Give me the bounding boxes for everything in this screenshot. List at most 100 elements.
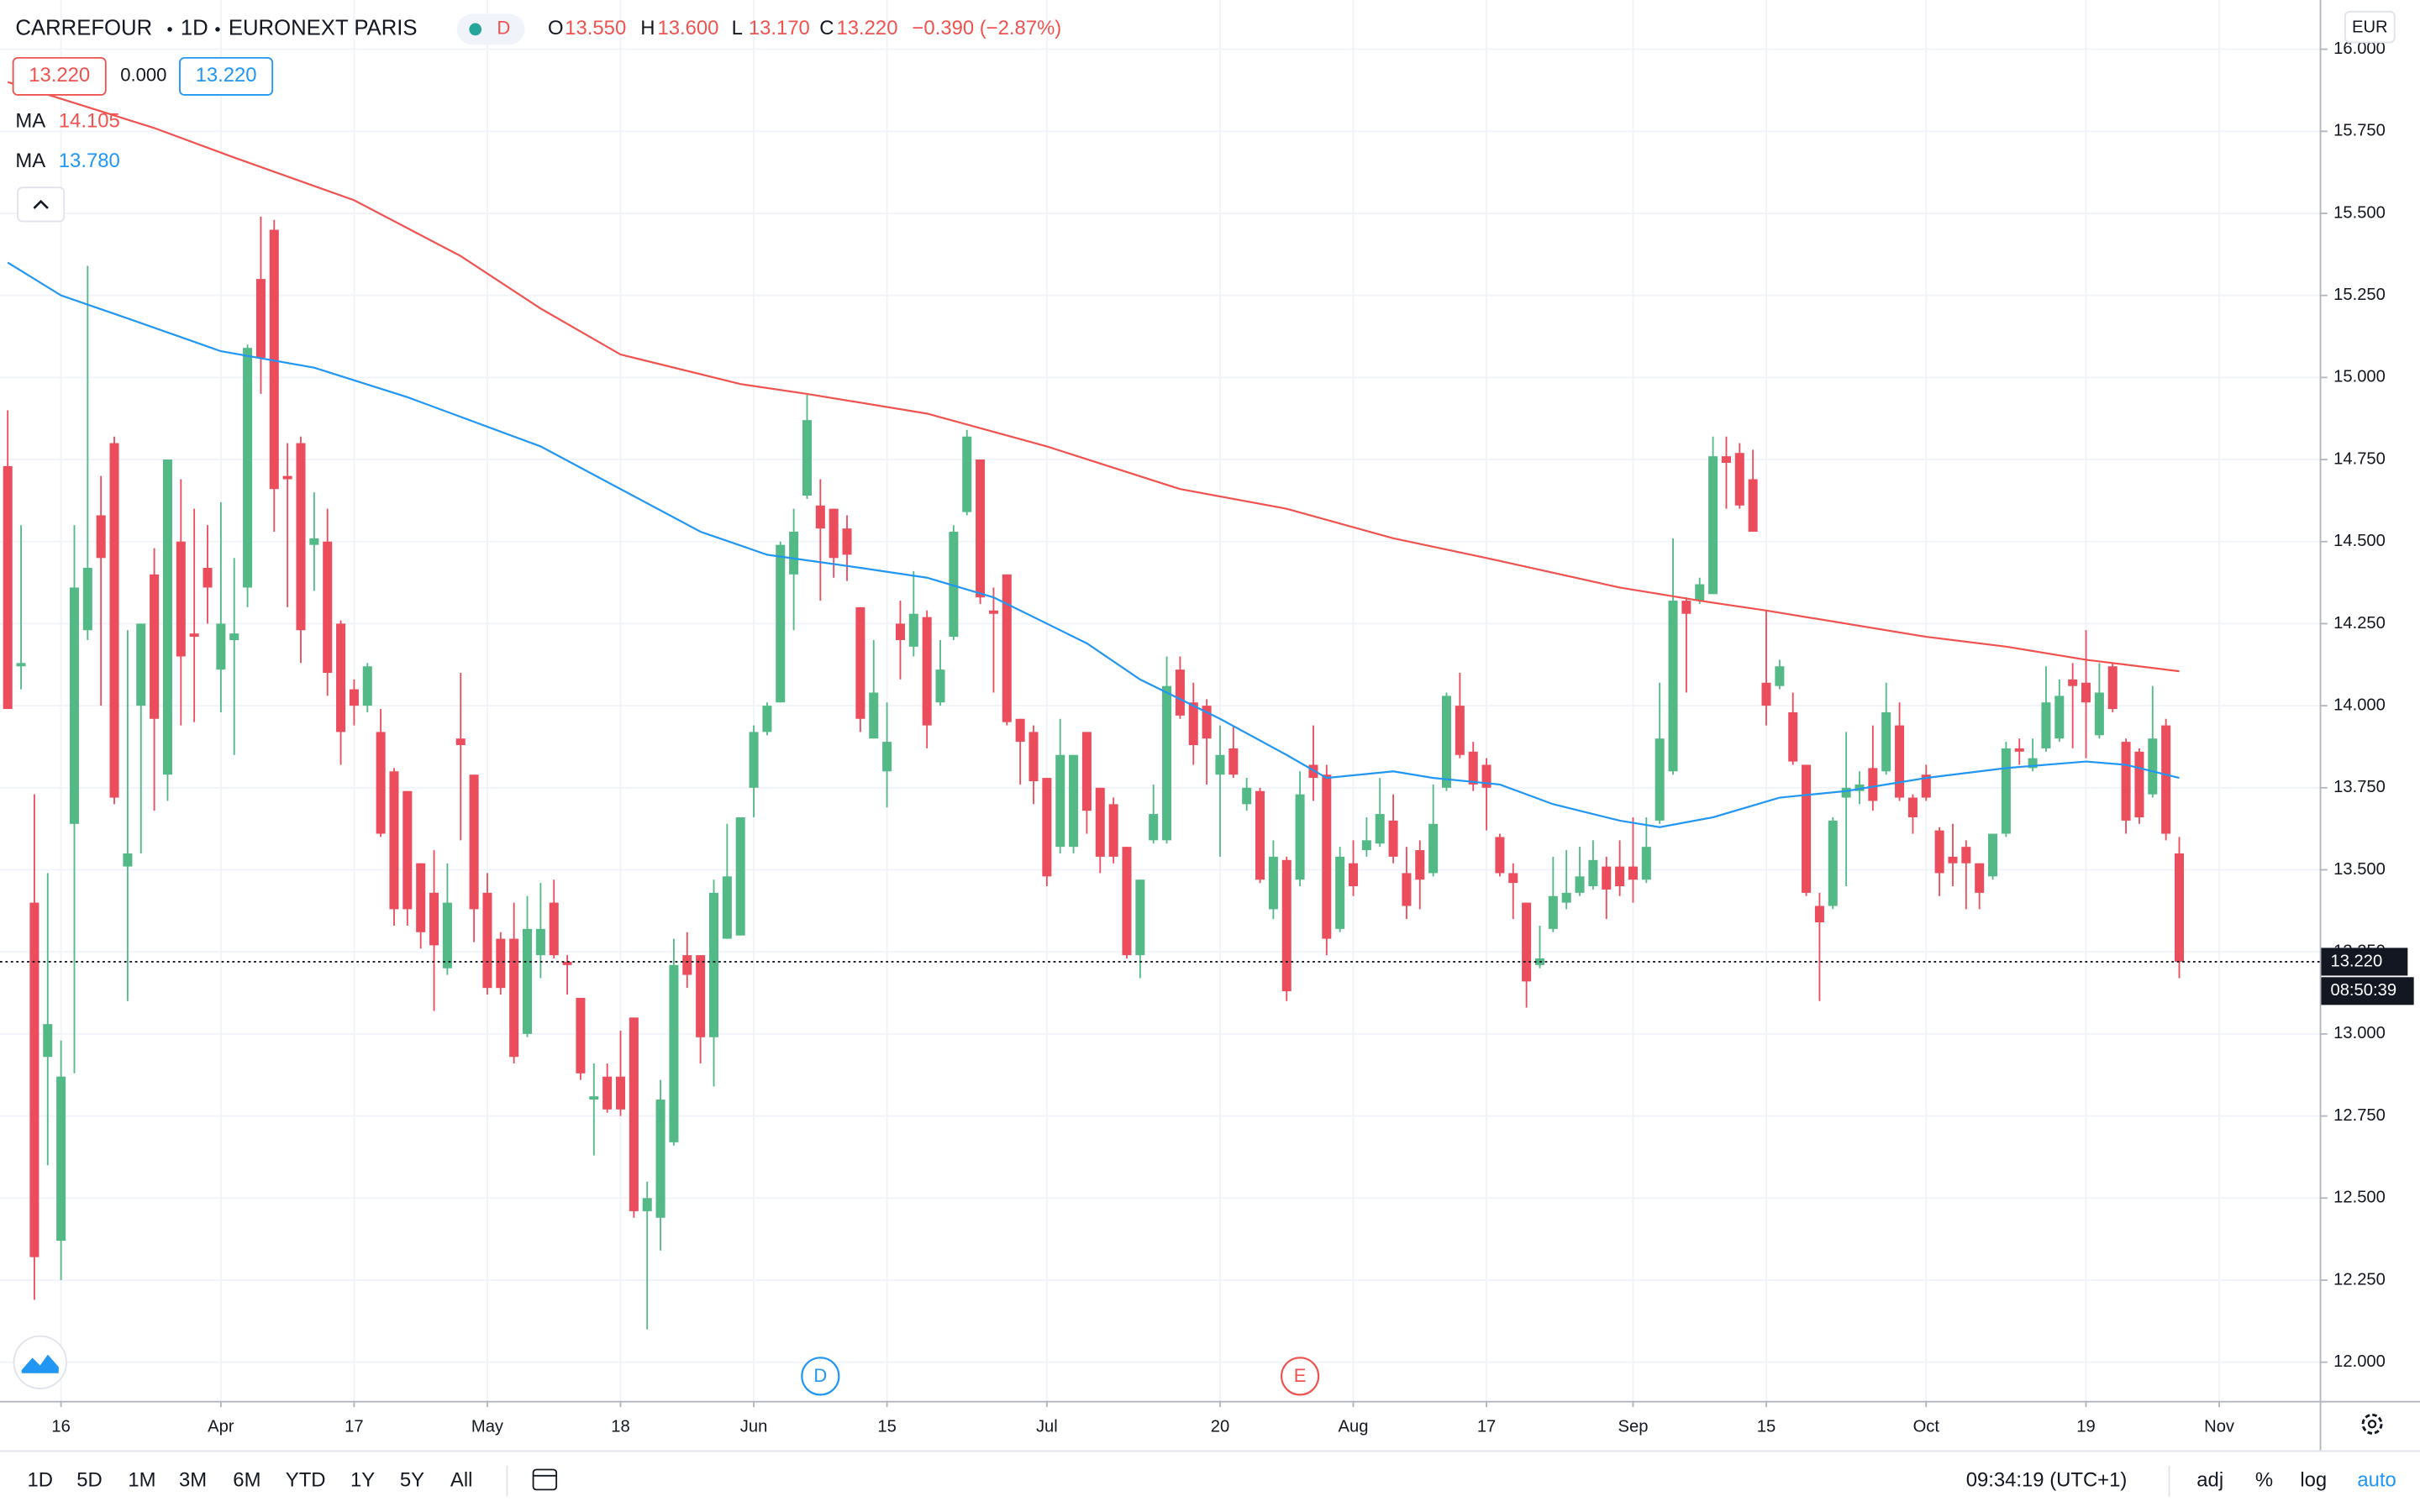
settings-icon[interactable] <box>2361 1413 2383 1435</box>
candle-body <box>1215 754 1225 775</box>
clock[interactable]: 09:34:19 (UTC+1) <box>1966 1469 2128 1492</box>
x-tick-label: Nov <box>2204 1417 2235 1436</box>
candle-body <box>1828 820 1838 906</box>
countdown: 08:50:39 <box>2330 981 2396 1000</box>
indicator-value: 13.780 <box>59 150 120 172</box>
currency-box[interactable] <box>2344 10 2396 44</box>
scale-option[interactable]: adj <box>2196 1469 2223 1492</box>
y-tick-label: 12.500 <box>2333 1189 2386 1207</box>
x-tick-label: 17 <box>345 1417 363 1436</box>
candle-body <box>1042 778 1052 877</box>
candle-body <box>243 348 253 588</box>
range-button[interactable]: 1D <box>28 1469 54 1492</box>
candle-body <box>1895 725 1905 798</box>
candle-body <box>1761 682 1771 706</box>
candle-body <box>176 541 186 657</box>
candle-body <box>1081 732 1092 811</box>
event-marker[interactable] <box>1280 1357 1320 1396</box>
candle-body <box>1548 895 1558 929</box>
candle-body <box>629 1017 639 1211</box>
candle-body <box>1961 847 1971 864</box>
candle-body <box>1802 764 1812 893</box>
logo[interactable] <box>13 1335 67 1389</box>
range-button[interactable]: YTD <box>286 1469 326 1492</box>
x-tick-label: May <box>471 1417 504 1436</box>
candle-body <box>1228 748 1239 775</box>
x-tick-label: Apr <box>208 1417 234 1436</box>
event-label: E <box>1294 1365 1307 1386</box>
candle-body <box>1681 601 1691 614</box>
range-button[interactable]: 6M <box>233 1469 260 1492</box>
candle-body <box>29 902 39 1257</box>
scale-option[interactable]: auto <box>2357 1469 2396 1492</box>
candle-body <box>323 541 333 674</box>
candle-body <box>1788 711 1798 762</box>
candle-body <box>829 508 839 559</box>
range-button[interactable]: 5D <box>76 1469 102 1492</box>
plot-area <box>0 81 2320 1330</box>
y-tick-label: 12.250 <box>2333 1270 2386 1289</box>
candle-body <box>1349 863 1359 887</box>
range-button[interactable]: All <box>450 1469 473 1492</box>
scale-option[interactable]: % <box>2255 1469 2273 1492</box>
price-value: 13.220 <box>29 64 90 87</box>
event-marker[interactable] <box>801 1357 840 1396</box>
candle-body <box>2041 702 2051 748</box>
candle-body <box>642 1198 652 1211</box>
range-buttons: 1D 5D 1M 3M 6M YTD 1Y 5Y All <box>28 1469 473 1492</box>
symbol[interactable]: CARREFOUR <box>15 17 152 40</box>
chevron-icon <box>33 199 49 209</box>
candle-body <box>1002 574 1012 722</box>
collapse-button[interactable] <box>17 186 66 223</box>
ohlc-label: L <box>732 17 743 39</box>
candle-body <box>1149 814 1159 841</box>
candle-body <box>1695 584 1705 601</box>
candle-body <box>962 436 972 512</box>
y-tick-label: 14.750 <box>2333 449 2386 468</box>
candle-body <box>496 938 506 989</box>
candle-body <box>1402 873 1412 906</box>
candle-body <box>1055 754 1065 848</box>
candle-body <box>2028 758 2038 769</box>
indicator-name[interactable]: MA <box>15 109 45 132</box>
candle-body <box>1202 706 1212 739</box>
candle-body <box>416 863 426 932</box>
candle-body <box>1295 794 1305 880</box>
scale-option[interactable]: log <box>2300 1469 2327 1492</box>
x-tick-label: 17 <box>1477 1417 1496 1436</box>
candle-body <box>69 587 79 824</box>
candle-body <box>749 732 759 788</box>
date-range-icon[interactable] <box>532 1468 558 1491</box>
candle-body <box>1428 823 1439 874</box>
price-box[interactable] <box>12 56 107 96</box>
y-tick-label: 14.000 <box>2333 696 2386 714</box>
indicator-name[interactable]: MA <box>15 150 45 172</box>
candle-body <box>1495 837 1505 874</box>
candle-body <box>1268 856 1278 910</box>
exchange: EURONEXT PARIS <box>229 17 418 40</box>
ohlc-value: 13.170 <box>749 17 810 39</box>
interval[interactable]: 1D <box>181 17 208 40</box>
range-button[interactable]: 1M <box>128 1469 155 1492</box>
price-axis: 16.000 15.750 15.500 15.250 15.000 14.750 14.5… <box>2319 39 2386 1371</box>
candle-body <box>1095 787 1105 857</box>
candle-body <box>776 544 786 703</box>
status-badge[interactable] <box>456 13 525 45</box>
candle-body <box>1388 820 1398 857</box>
event-label: D <box>813 1365 827 1386</box>
candle-body <box>43 1024 53 1058</box>
candle-body <box>162 459 172 775</box>
badge-letter: D <box>497 18 510 39</box>
range-button[interactable]: 1Y <box>350 1469 375 1492</box>
range-button[interactable]: 3M <box>179 1469 207 1492</box>
candle-body <box>336 623 346 732</box>
candle-body <box>1175 669 1185 716</box>
range-button[interactable]: 5Y <box>400 1469 424 1492</box>
price-box[interactable] <box>179 56 274 96</box>
candle-body <box>1522 902 1532 982</box>
candle-body <box>229 633 239 640</box>
candle-body <box>562 961 572 965</box>
candle-body <box>482 892 492 989</box>
ohlc-label: C <box>819 17 834 39</box>
